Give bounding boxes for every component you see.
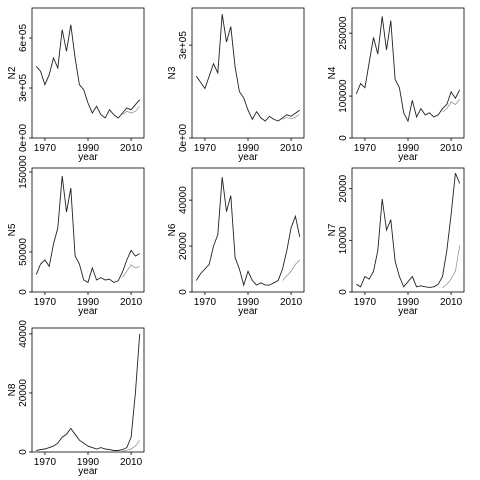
panel-5-x-tick-label: 1970	[194, 297, 217, 308]
panel-6-x-tick-label: 1970	[354, 297, 377, 308]
panel-5-frame	[191, 167, 305, 293]
panel-1-frame	[31, 7, 145, 139]
panel-2-y-tick-label: 0e+00	[178, 124, 189, 153]
panel-4-y-axis-label: N5	[7, 223, 18, 236]
panel-3-series-1-line	[355, 16, 461, 123]
panel-4-x-tick-label: 2010	[120, 297, 143, 308]
panel-6-y-tick-label: 10000	[338, 226, 349, 254]
panel-2-series-1-line	[195, 14, 300, 122]
panel-7-x-tick-label: 1970	[34, 457, 57, 468]
panel-2-frame	[191, 7, 305, 139]
panel-1-x-tick-label: 2010	[120, 143, 143, 154]
panel-3-frame	[351, 7, 465, 139]
panel-1-y-tick-label: 0e+00	[18, 124, 29, 153]
panel-5-y-tick-label: 40000	[178, 186, 189, 214]
panel-1-y-tick-label: 6e+05	[18, 24, 29, 53]
panel-5-x-axis-label: year	[238, 306, 258, 317]
panel-6-x-tick-label: 1990	[397, 297, 420, 308]
panel-3-y-tick-label: 0	[338, 135, 349, 141]
panel-5-y-axis-label: N6	[167, 223, 178, 236]
panel-4-x-tick-label: 1970	[34, 297, 57, 308]
panel-2-x-tick-label: 2010	[280, 143, 303, 154]
panel-5-x-tick-label: 1990	[237, 297, 260, 308]
panel-2-x-axis-label: year	[238, 152, 258, 163]
panel-7-x-tick-label: 2010	[120, 457, 143, 468]
panel-3-y-tick-label: 100000	[338, 79, 349, 113]
panel-7-y-tick-label: 20000	[18, 379, 29, 407]
panel-5-y-tick-label: 0	[178, 289, 189, 295]
panel-4-y-tick-label: 150000	[18, 155, 29, 189]
panel-6-y-tick-label: 20000	[338, 174, 349, 202]
panel-6-frame	[351, 167, 465, 293]
panel-2-series-2-line	[282, 114, 300, 120]
panel-6-series-1-line	[356, 173, 461, 288]
panel-4-y-tick-label: 0	[18, 289, 29, 295]
panel-6-y-axis-label: N7	[327, 223, 338, 236]
panel-6-x-axis-label: year	[398, 306, 418, 317]
panel-4-x-axis-label: year	[78, 306, 98, 317]
panel-1-series-2-line	[122, 106, 140, 115]
panel-5-x-tick-label: 2010	[280, 297, 303, 308]
panel-2-x-tick-label: 1990	[237, 143, 260, 154]
panel-1-series-1-line	[35, 24, 141, 119]
panel-5-series-2-line	[282, 259, 300, 281]
panel-2-y-tick-label: 3e+05	[178, 31, 189, 60]
panel-7-y-axis-label: N8	[7, 383, 18, 396]
panel-2-x-tick-label: 1970	[194, 143, 217, 154]
panel-7-series-1-line	[36, 333, 141, 451]
panel-5-y-tick-label: 20000	[178, 232, 189, 260]
panel-4-y-tick-label: 50000	[18, 238, 29, 266]
panel-4-series-1-line	[35, 175, 140, 284]
panel-3-x-tick-label: 2010	[440, 143, 463, 154]
panel-3-x-axis-label: year	[398, 152, 418, 163]
panel-3-x-tick-label: 1970	[354, 143, 377, 154]
panel-3-x-tick-label: 1990	[397, 143, 420, 154]
panel-3-y-axis-label: N4	[327, 66, 338, 79]
panel-4-x-tick-label: 1990	[77, 297, 100, 308]
panel-4-frame	[31, 167, 145, 293]
panel-1-x-tick-label: 1990	[77, 143, 100, 154]
panel-4-series-2-line	[122, 264, 140, 278]
panel-3-y-tick-label: 250000	[338, 16, 349, 50]
panel-7-series-2-line	[122, 439, 140, 452]
panel-7-frame	[31, 327, 145, 453]
panel-7-y-tick-label: 40000	[18, 320, 29, 348]
panel-7-x-tick-label: 1990	[77, 457, 100, 468]
panel-1-y-tick-label: 3e+05	[18, 74, 29, 103]
panel-6-series-2-line	[442, 245, 461, 289]
panel-1-x-axis-label: year	[78, 152, 98, 163]
panel-6-y-tick-label: 0	[338, 289, 349, 295]
panel-1-x-tick-label: 1970	[34, 143, 57, 154]
panel-6-x-tick-label: 2010	[440, 297, 463, 308]
panel-7-y-tick-label: 0	[18, 449, 29, 455]
panel-5-series-1-line	[195, 177, 301, 287]
panel-7-x-axis-label: year	[78, 466, 98, 477]
panel-2-y-axis-label: N3	[167, 66, 178, 79]
panel-3-series-2-line	[442, 99, 460, 113]
panel-1-y-axis-label: N2	[7, 66, 18, 79]
